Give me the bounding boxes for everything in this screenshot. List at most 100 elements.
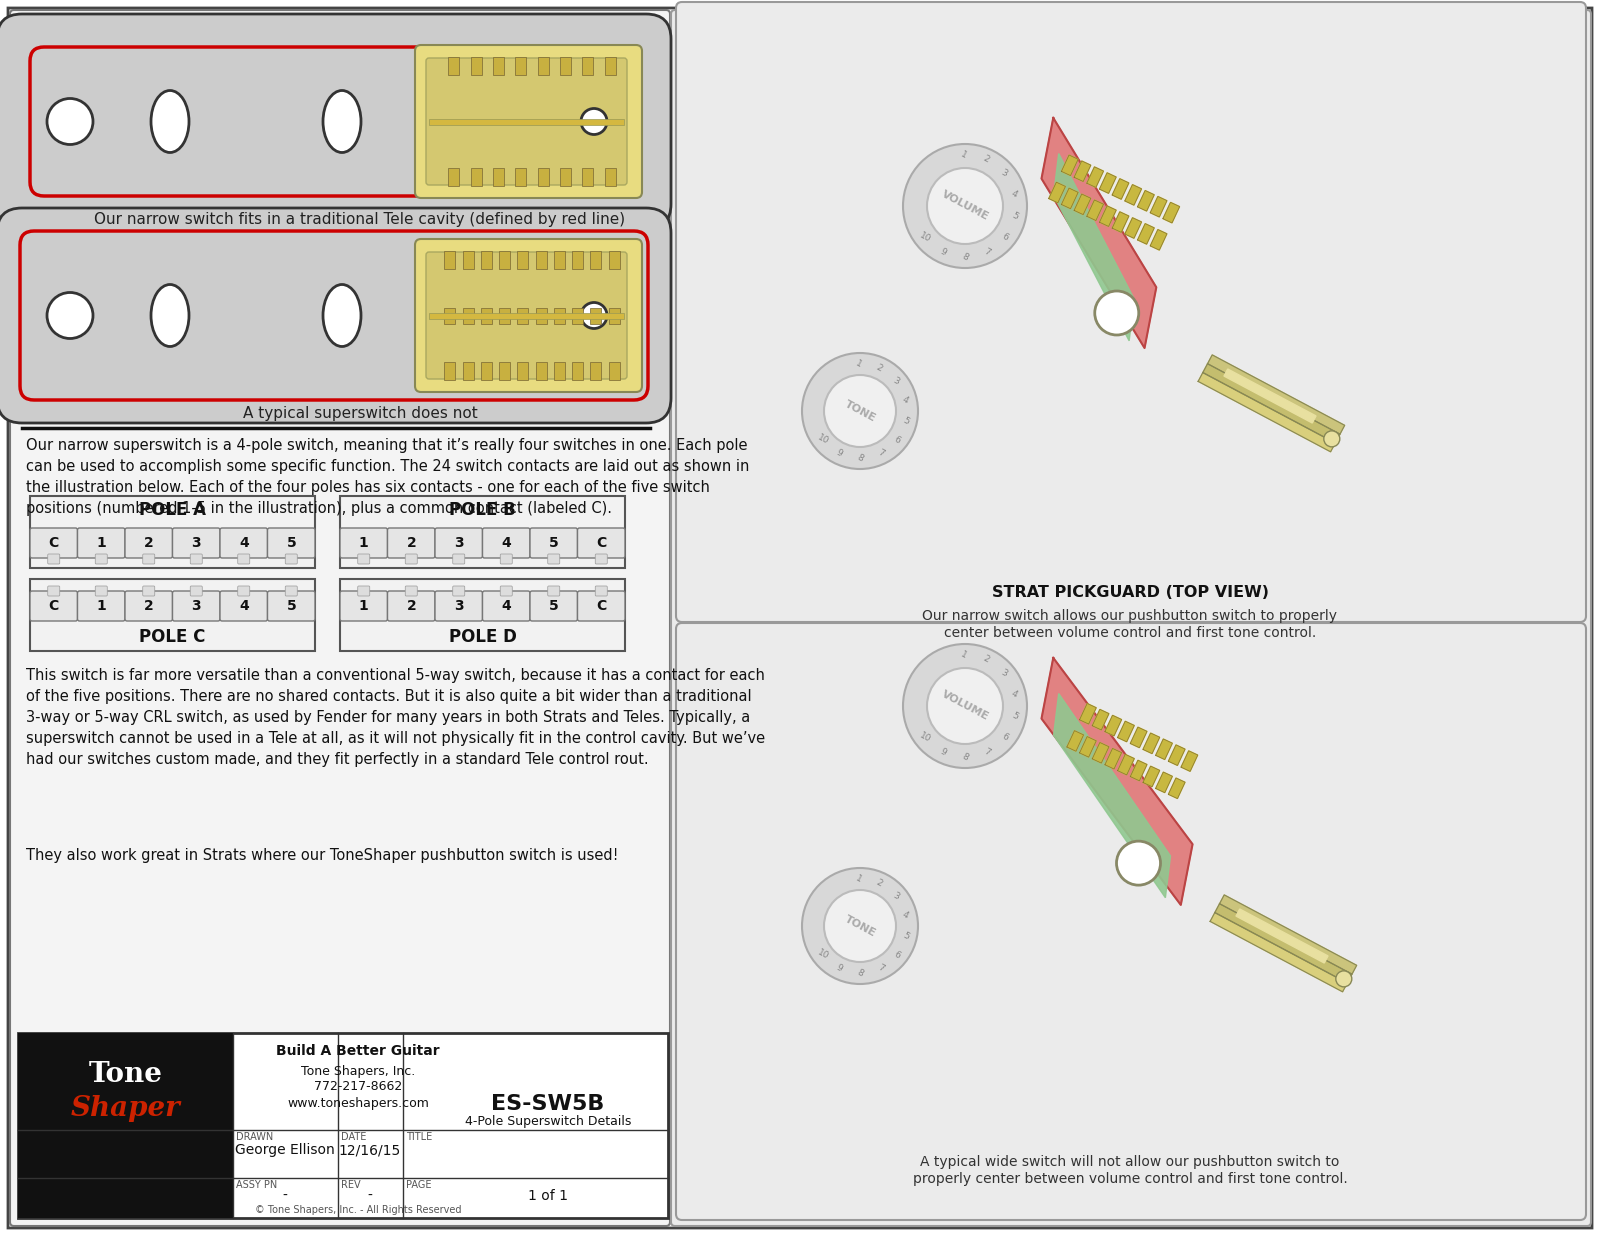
Polygon shape — [1074, 194, 1091, 215]
Polygon shape — [1106, 716, 1122, 735]
Text: 3: 3 — [891, 376, 901, 386]
Bar — [538, 168, 549, 185]
FancyBboxPatch shape — [96, 554, 107, 564]
Bar — [429, 119, 624, 125]
FancyBboxPatch shape — [30, 591, 77, 620]
Text: 9: 9 — [835, 963, 845, 974]
Bar — [429, 313, 624, 319]
Polygon shape — [1118, 722, 1134, 742]
Polygon shape — [1106, 749, 1122, 769]
Text: center between volume control and first tone control.: center between volume control and first … — [944, 625, 1317, 640]
Polygon shape — [1138, 224, 1154, 245]
Polygon shape — [1125, 218, 1141, 239]
Text: 7: 7 — [982, 246, 992, 257]
FancyBboxPatch shape — [238, 586, 250, 596]
Text: DRAWN: DRAWN — [237, 1132, 274, 1142]
Bar — [499, 308, 510, 324]
Text: C: C — [597, 599, 606, 613]
Polygon shape — [1203, 363, 1339, 442]
Text: PAGE: PAGE — [406, 1180, 432, 1190]
FancyBboxPatch shape — [547, 554, 560, 564]
FancyBboxPatch shape — [339, 591, 387, 620]
Text: 1: 1 — [358, 599, 368, 613]
Bar — [18, 1033, 669, 1217]
Circle shape — [824, 890, 896, 962]
Polygon shape — [1112, 179, 1130, 199]
Polygon shape — [1061, 154, 1078, 176]
Polygon shape — [1053, 693, 1171, 897]
Text: 2: 2 — [406, 536, 416, 550]
Polygon shape — [1042, 117, 1157, 349]
FancyBboxPatch shape — [285, 554, 298, 564]
Text: 8: 8 — [856, 452, 864, 464]
Text: 9: 9 — [835, 447, 845, 459]
Bar — [554, 362, 565, 379]
Bar — [470, 168, 482, 185]
Circle shape — [926, 168, 1003, 243]
FancyBboxPatch shape — [8, 7, 1592, 1229]
FancyBboxPatch shape — [453, 554, 464, 564]
FancyBboxPatch shape — [125, 528, 173, 557]
Ellipse shape — [323, 284, 362, 346]
FancyBboxPatch shape — [670, 10, 1590, 1226]
Bar — [499, 362, 510, 379]
Text: 1: 1 — [854, 358, 862, 370]
Bar — [462, 362, 474, 379]
Text: 9: 9 — [938, 246, 947, 257]
Bar — [30, 578, 315, 651]
FancyBboxPatch shape — [453, 586, 464, 596]
Bar — [482, 308, 491, 324]
FancyBboxPatch shape — [0, 208, 670, 423]
Text: 4: 4 — [238, 599, 248, 613]
Bar — [448, 57, 459, 75]
Text: 1 of 1: 1 of 1 — [528, 1189, 568, 1203]
Circle shape — [802, 868, 918, 984]
Text: 1: 1 — [96, 599, 106, 613]
Polygon shape — [1053, 153, 1134, 341]
Text: 6: 6 — [893, 435, 902, 445]
Text: 5: 5 — [901, 415, 910, 426]
Text: 2: 2 — [875, 878, 883, 889]
Polygon shape — [1155, 739, 1173, 759]
FancyBboxPatch shape — [173, 591, 221, 620]
Polygon shape — [1061, 188, 1078, 209]
Bar — [493, 57, 504, 75]
Text: 7: 7 — [875, 963, 885, 974]
Polygon shape — [1219, 895, 1357, 974]
Bar — [605, 57, 616, 75]
Text: TITLE: TITLE — [406, 1132, 432, 1142]
FancyBboxPatch shape — [190, 586, 202, 596]
FancyBboxPatch shape — [578, 591, 626, 620]
Text: 3: 3 — [192, 599, 202, 613]
Text: Tone: Tone — [90, 1062, 163, 1089]
FancyBboxPatch shape — [414, 44, 642, 198]
Circle shape — [824, 375, 896, 447]
Polygon shape — [1142, 733, 1160, 754]
Bar — [573, 251, 582, 269]
Bar — [605, 168, 616, 185]
Polygon shape — [1048, 182, 1066, 203]
FancyBboxPatch shape — [405, 554, 418, 564]
Text: 10: 10 — [816, 948, 830, 962]
Polygon shape — [1086, 167, 1104, 188]
Text: 772-217-8662: 772-217-8662 — [314, 1080, 402, 1094]
Text: 5: 5 — [549, 536, 558, 550]
FancyBboxPatch shape — [435, 528, 483, 557]
Bar — [339, 578, 626, 651]
Polygon shape — [1112, 211, 1130, 232]
Polygon shape — [1198, 372, 1336, 452]
FancyBboxPatch shape — [358, 586, 370, 596]
Bar — [517, 362, 528, 379]
FancyBboxPatch shape — [142, 586, 155, 596]
Bar — [448, 168, 459, 185]
FancyBboxPatch shape — [238, 554, 250, 564]
Text: Shaper: Shaper — [70, 1095, 181, 1121]
Text: 12/16/15: 12/16/15 — [339, 1143, 402, 1157]
Text: C: C — [597, 536, 606, 550]
Text: C: C — [48, 536, 59, 550]
Bar — [538, 57, 549, 75]
Bar — [590, 362, 602, 379]
Text: 1: 1 — [958, 650, 968, 660]
Text: ES-SW5B: ES-SW5B — [491, 1094, 605, 1114]
Circle shape — [46, 293, 93, 339]
